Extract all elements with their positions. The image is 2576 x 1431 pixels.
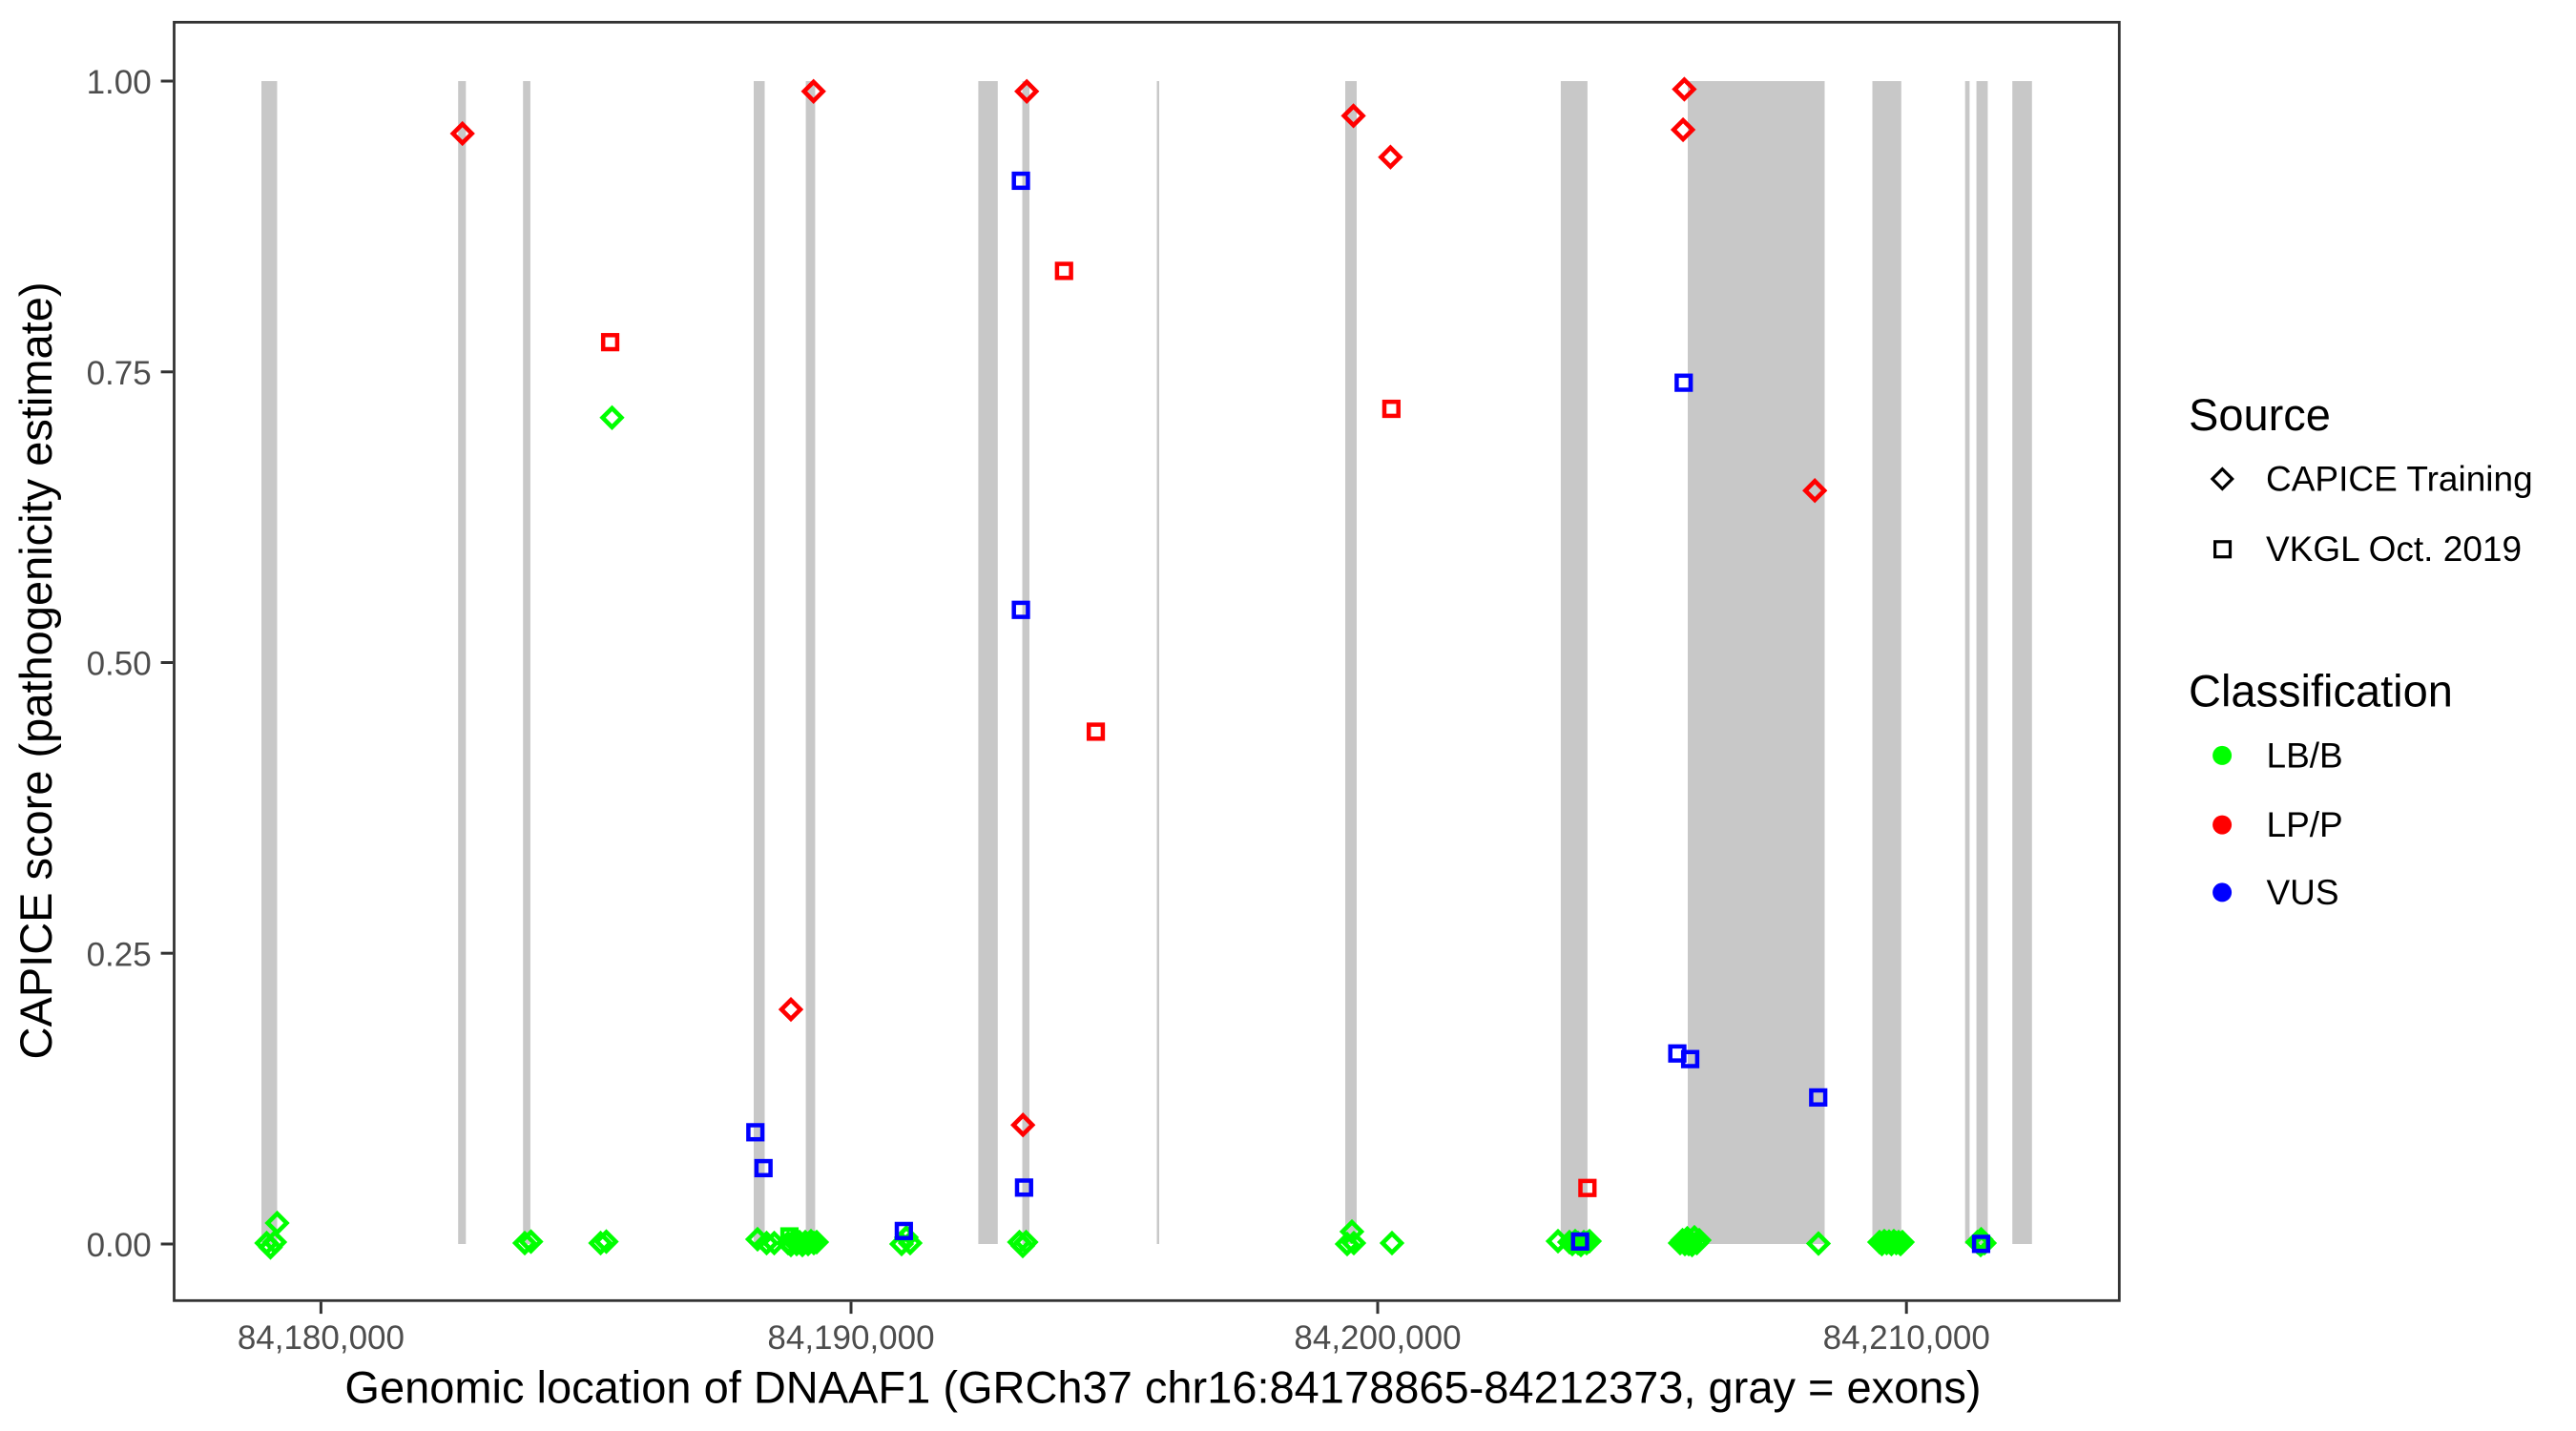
- svg-text:0.75: 0.75: [87, 355, 152, 392]
- svg-text:Genomic location of DNAAF1 (GR: Genomic location of DNAAF1 (GRCh37 chr16…: [344, 1362, 1981, 1413]
- svg-text:VUS: VUS: [2267, 873, 2339, 912]
- svg-text:LB/B: LB/B: [2267, 736, 2343, 776]
- svg-text:CAPICE Training: CAPICE Training: [2266, 460, 2533, 499]
- svg-text:LP/P: LP/P: [2267, 805, 2343, 844]
- svg-text:Source: Source: [2189, 389, 2331, 440]
- svg-text:84,210,000: 84,210,000: [1823, 1319, 1990, 1357]
- svg-text:0.00: 0.00: [87, 1227, 152, 1264]
- svg-text:1.00: 1.00: [87, 64, 152, 101]
- svg-text:VKGL Oct. 2019: VKGL Oct. 2019: [2266, 529, 2522, 569]
- svg-text:0.50: 0.50: [87, 646, 152, 683]
- svg-text:84,200,000: 84,200,000: [1294, 1319, 1461, 1357]
- svg-text:Classification: Classification: [2189, 666, 2453, 716]
- svg-text:CAPICE score (pathogenicity es: CAPICE score (pathogenicity estimate): [10, 282, 61, 1060]
- svg-text:84,190,000: 84,190,000: [767, 1319, 934, 1357]
- svg-text:84,180,000: 84,180,000: [238, 1319, 405, 1357]
- svg-text:0.25: 0.25: [87, 937, 152, 974]
